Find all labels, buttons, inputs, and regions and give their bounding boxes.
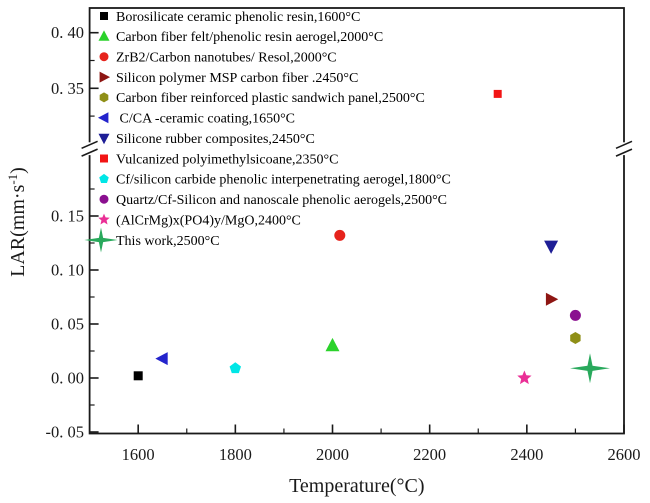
data-point-1 — [325, 337, 340, 352]
y-tick-label: 0. 40 — [51, 23, 84, 42]
axis-break-icon — [81, 140, 98, 150]
legend-marker-circle-icon — [99, 194, 109, 204]
legend-item-6: Silicone rubber composites,2450°C — [98, 132, 315, 147]
legend-item-10: (AlCrMg)x(PO4)y/MgO,2400°C — [98, 213, 301, 228]
legend-item-8: Cf/silicon carbide phenolic interpenetra… — [99, 173, 451, 188]
legend-marker-circle-icon — [99, 52, 109, 62]
legend-item-11: This work,2500°C — [84, 227, 220, 253]
axis-break-gap — [622, 142, 626, 156]
y-tick-label: 0. 10 — [51, 261, 84, 280]
legend-item-3: Silicon polymer MSP carbon fiber .2450°C — [99, 71, 358, 86]
legend-label: (AlCrMg)x(PO4)y/MgO,2400°C — [116, 213, 301, 228]
legend-label: Cf/silicon carbide phenolic interpenetra… — [116, 173, 451, 188]
legend-marker-star5-icon — [98, 213, 110, 225]
x-axis-title: Temperature(°C) — [289, 475, 424, 497]
legend-label: Carbon fiber reinforced plastic sandwich… — [116, 91, 425, 106]
legend-marker-triangle-left-icon — [97, 112, 109, 124]
y-tick-label: -0. 05 — [46, 423, 85, 442]
legend-marker-square-icon — [100, 12, 108, 20]
x-tick-label: 1800 — [219, 445, 252, 464]
data-point-4 — [570, 332, 581, 344]
data-point-9 — [569, 309, 581, 321]
x-tick-label: 1600 — [122, 445, 155, 464]
legend-marker-square-icon — [100, 154, 108, 163]
x-tick-label: 2400 — [510, 445, 543, 464]
x-tick-label: 2600 — [608, 445, 641, 464]
x-tick-label: 2200 — [413, 445, 446, 464]
legend-label: Carbon fiber felt/phenolic resin aerogel… — [116, 30, 383, 45]
legend-label: Silicon polymer MSP carbon fiber .2450°C — [116, 71, 358, 86]
y-tick-label: 0. 35 — [51, 79, 84, 98]
legend-label: Borosilicate ceramic phenolic resin,1600… — [116, 10, 360, 25]
y-axis-title: LAR(mm·s-1) — [5, 167, 29, 277]
legend-label: Quartz/Cf-Silicon and nanoscale phenolic… — [116, 193, 447, 208]
legend-marker-hexagon-icon — [99, 92, 109, 103]
data-point-5 — [155, 352, 168, 366]
legend-marker-triangle-up-icon — [98, 30, 110, 41]
plot-frame — [88, 7, 625, 435]
data-point-10 — [517, 370, 532, 385]
legend-item-0: Borosilicate ceramic phenolic resin,1600… — [100, 10, 360, 25]
legend-marker-star4-icon — [84, 227, 118, 253]
legend-marker-triangle-down-icon — [98, 133, 110, 145]
legend-item-1: Carbon fiber felt/phenolic resin aerogel… — [98, 30, 383, 45]
y-tick-label: 0. 15 — [51, 207, 84, 226]
axis-break-icon — [615, 140, 633, 150]
y-tick-label: 0. 05 — [51, 315, 84, 334]
legend-item-5: C/CA -ceramic coating,1650°C — [97, 112, 295, 127]
data-point-7 — [493, 89, 502, 98]
data-point-0 — [133, 371, 143, 381]
legend-label: Silicone rubber composites,2450°C — [116, 132, 315, 147]
legend-item-4: Carbon fiber reinforced plastic sandwich… — [99, 91, 425, 106]
axis-break-icon — [81, 148, 98, 157]
data-point-11 — [570, 353, 610, 384]
data-point-8 — [229, 362, 242, 374]
data-point-6 — [544, 240, 559, 254]
legend-label: ZrB2/Carbon nanotubes/ Resol,2000°C — [116, 51, 337, 66]
legend-item-7: Vulcanized polyimethylsicoane,2350°C — [100, 152, 338, 167]
legend-marker-pentagon-icon — [99, 173, 109, 183]
y-tick-label: 0. 00 — [51, 369, 84, 388]
axis-break-gap — [88, 142, 92, 156]
legend-item-2: ZrB2/Carbon nanotubes/ Resol,2000°C — [99, 51, 337, 66]
legend-marker-triangle-right-icon — [99, 71, 111, 83]
x-tick-label: 2000 — [316, 445, 349, 464]
axis-break-icon — [615, 148, 633, 157]
legend-label: C/CA -ceramic coating,1650°C — [116, 112, 295, 127]
legend-item-9: Quartz/Cf-Silicon and nanoscale phenolic… — [99, 193, 447, 208]
legend-label: This work,2500°C — [116, 234, 220, 249]
legend-label: Vulcanized polyimethylsicoane,2350°C — [116, 152, 338, 167]
data-point-3 — [545, 292, 559, 306]
data-point-2 — [334, 229, 346, 241]
